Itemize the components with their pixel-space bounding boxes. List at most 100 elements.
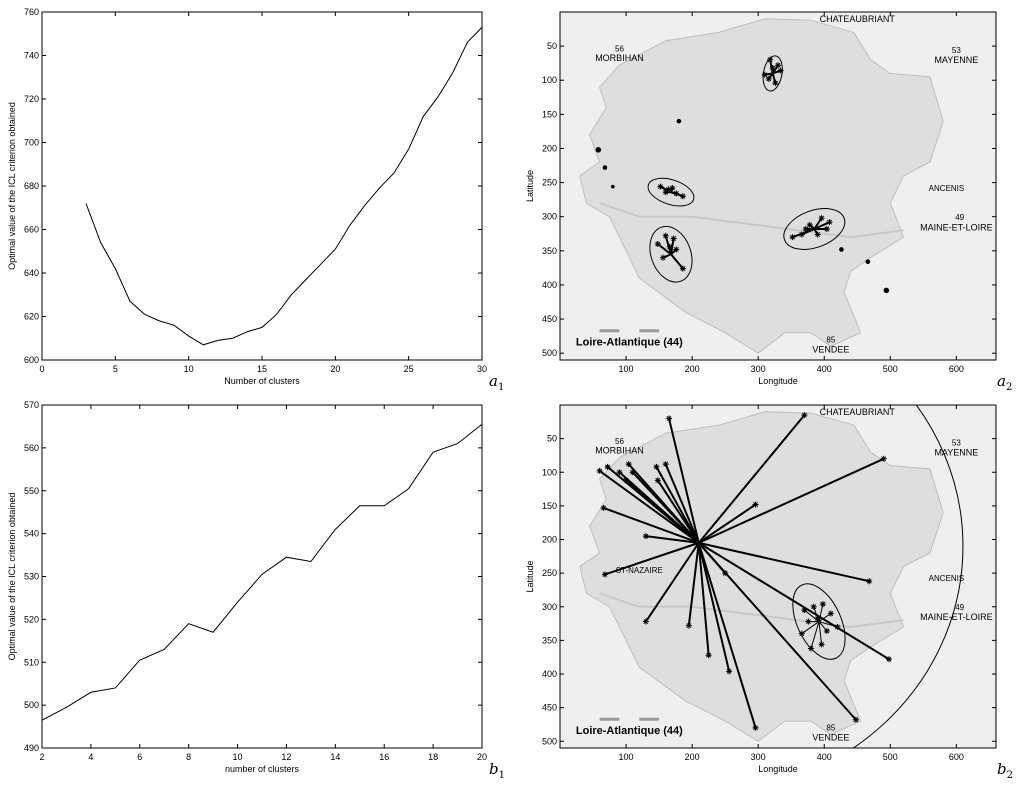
y-axis-label: Optimal value of the ICL criterion obtai… (7, 493, 17, 661)
y-tick-label: 300 (542, 602, 557, 612)
data-point (826, 219, 833, 226)
data-point (629, 469, 636, 476)
map-river (599, 592, 904, 628)
map-label-n85: 85 (826, 335, 835, 344)
x-tick-label: 25 (404, 364, 414, 374)
x-tick-label: 2 (39, 752, 44, 762)
cluster-ellipse (649, 225, 693, 283)
x-tick-label: 200 (685, 364, 700, 374)
data-point (662, 189, 669, 196)
data-point (827, 610, 834, 617)
y-tick-label: 600 (24, 355, 39, 365)
y-tick-label: 400 (542, 280, 557, 290)
cluster-link (697, 542, 731, 672)
cluster-ellipse (762, 55, 783, 92)
data-point (775, 62, 781, 69)
x-tick-label: 10 (233, 752, 243, 762)
x-tick-label: 400 (817, 752, 832, 762)
chart-a1: 0 5 10 15 20 25 30 600 620 640 660 680 700 720 740 760 N… (7, 7, 487, 386)
data-point (765, 75, 772, 82)
data-point (679, 265, 686, 272)
data-point (801, 607, 808, 614)
data-point (806, 221, 813, 228)
y-axis-label: Optimal value of the ICL criterion obtai… (7, 102, 17, 270)
x-tick-label: 8 (186, 752, 191, 762)
map-label-vendee: VENDEE (812, 344, 849, 354)
data-point (666, 243, 673, 250)
x-tick-label: 18 (428, 752, 438, 762)
cluster-link (668, 418, 700, 544)
data-point (623, 477, 630, 484)
y-tick-label: 680 (24, 181, 39, 191)
map-label-region: Loire-Atlantique (44) (576, 725, 683, 737)
clusters-layer (596, 405, 964, 748)
x-tick-label: 400 (817, 364, 832, 374)
data-point (834, 623, 841, 630)
y-tick-label: 300 (542, 212, 557, 222)
singleton-cluster (883, 287, 890, 294)
data-point (669, 185, 676, 192)
cluster-ellipse (783, 208, 846, 250)
map-label-n49: 49 (955, 213, 964, 222)
cluster-link (697, 542, 710, 656)
y-tick-label: 520 (24, 614, 39, 624)
data-point (653, 463, 660, 470)
map-label-maine: MAINE-ET-LOIRE (920, 612, 993, 622)
y-tick-label: 100 (542, 467, 557, 477)
map-scale-bar (599, 717, 620, 721)
cluster-ellipse (647, 177, 695, 207)
data-point (777, 67, 784, 74)
map-label-morbihan: MORBIHAN (595, 445, 644, 455)
cluster-link (604, 541, 700, 576)
data-point (654, 241, 661, 247)
singleton-cluster (602, 165, 608, 170)
data-point (654, 477, 661, 484)
x-tick-label: 100 (619, 752, 634, 762)
x-tick-label: 12 (281, 752, 291, 762)
data-point (819, 601, 826, 608)
cluster-link (801, 621, 820, 635)
data-point (818, 641, 825, 648)
data-point (642, 618, 649, 625)
cluster-link (818, 621, 838, 628)
cluster-link (810, 621, 820, 649)
cluster-link (645, 542, 700, 623)
data-point (657, 183, 664, 190)
map-scale-bar (599, 329, 620, 333)
y-tick-label: 530 (24, 572, 39, 582)
data-point (662, 461, 669, 468)
x-tick-label: 0 (39, 364, 44, 374)
data-point (666, 415, 672, 422)
x-tick-label: 500 (883, 752, 898, 762)
data-point (761, 71, 768, 78)
data-point (625, 461, 632, 468)
x-tick-label: 16 (379, 752, 389, 762)
x-tick-label: 4 (88, 752, 93, 762)
map-scale-bar (639, 329, 660, 333)
panel-label-b1: b1 (489, 760, 505, 781)
data-point (604, 463, 611, 470)
plot-frame-a1 (41, 11, 483, 361)
data-point (823, 225, 830, 232)
singleton-cluster (839, 247, 844, 252)
y-tick-label: 50 (547, 434, 557, 444)
map-label-ancenis: ANCENIS (929, 574, 965, 583)
x-tick-label: 5 (113, 364, 118, 374)
singleton-cluster (610, 184, 615, 189)
map-department-shape (579, 18, 944, 354)
cluster-link (698, 457, 885, 544)
x-tick-label: 15 (257, 364, 267, 374)
data-point (801, 412, 808, 419)
y-tick-label: 500 (542, 348, 557, 358)
panel-label-a1: a1 (489, 372, 505, 393)
data-point (772, 79, 779, 86)
x-tick-label: 100 (619, 364, 634, 374)
data-point (789, 234, 796, 241)
y-tick-label: 350 (542, 246, 557, 256)
data-point (673, 246, 680, 253)
panel-label-a2: a2 (997, 372, 1013, 393)
x-tick-label: 300 (751, 364, 766, 374)
series-line (85, 26, 483, 346)
